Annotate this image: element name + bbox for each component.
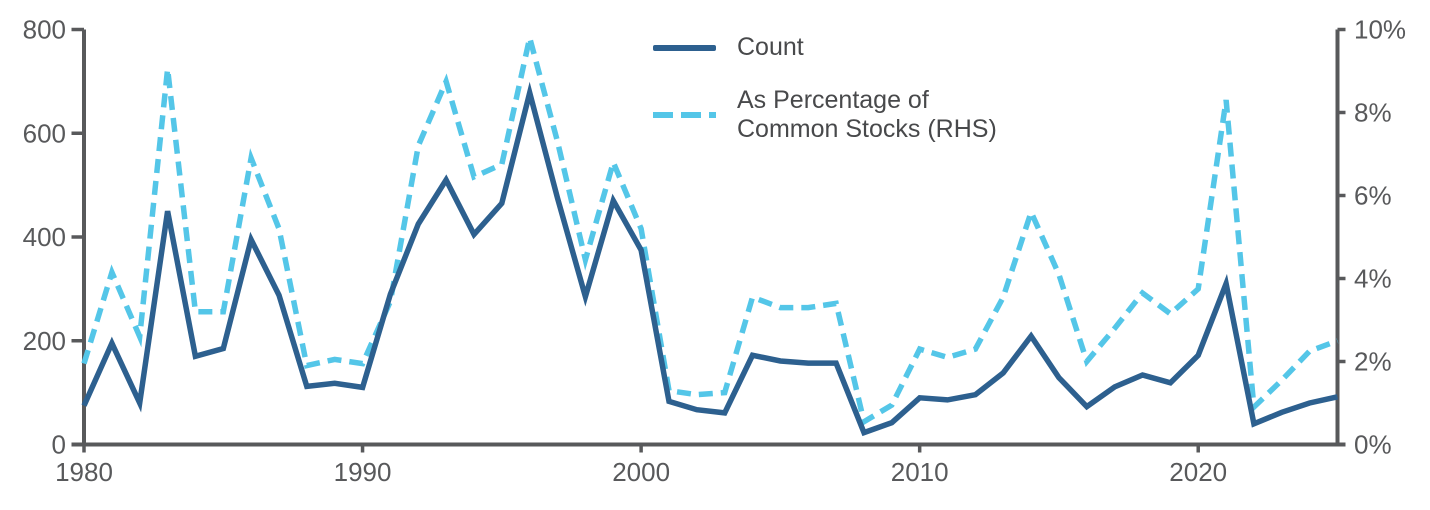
right-axis-tick-label: 0% — [1354, 430, 1392, 460]
legend-item-count: Count — [653, 33, 997, 62]
right-axis-tick-label: 8% — [1354, 98, 1392, 128]
right-axis-tick-label: 6% — [1354, 181, 1392, 211]
x-axis-tick-label: 2010 — [891, 457, 949, 487]
legend: Count As Percentage of Common Stocks (RH… — [653, 33, 997, 144]
left-axis-tick-label: 200 — [23, 326, 66, 356]
legend-label-count: Count — [737, 33, 804, 61]
x-axis-tick-label: 1990 — [334, 457, 392, 487]
x-axis-tick-label: 2020 — [1169, 457, 1227, 487]
left-axis-tick-label: 0 — [52, 430, 66, 460]
legend-label-percentage: As Percentage of Common Stocks (RHS) — [737, 86, 997, 143]
right-axis-tick-label: 4% — [1354, 264, 1392, 294]
left-axis-tick-label: 400 — [23, 222, 66, 252]
right-axis-tick-label: 2% — [1354, 347, 1392, 377]
left-axis-tick-label: 600 — [23, 118, 66, 148]
left-axis-tick-label: 800 — [23, 15, 66, 45]
legend-item-percentage: As Percentage of Common Stocks (RHS) — [653, 86, 997, 144]
count-line-swatch — [653, 44, 716, 51]
x-axis-tick-label: 1980 — [55, 457, 113, 487]
x-axis-tick-label: 2000 — [612, 457, 670, 487]
percentage-line-swatch — [653, 112, 716, 118]
percentage-line — [81, 37, 1339, 426]
count-line — [81, 81, 1339, 437]
right-axis-tick-label: 10% — [1354, 15, 1406, 45]
